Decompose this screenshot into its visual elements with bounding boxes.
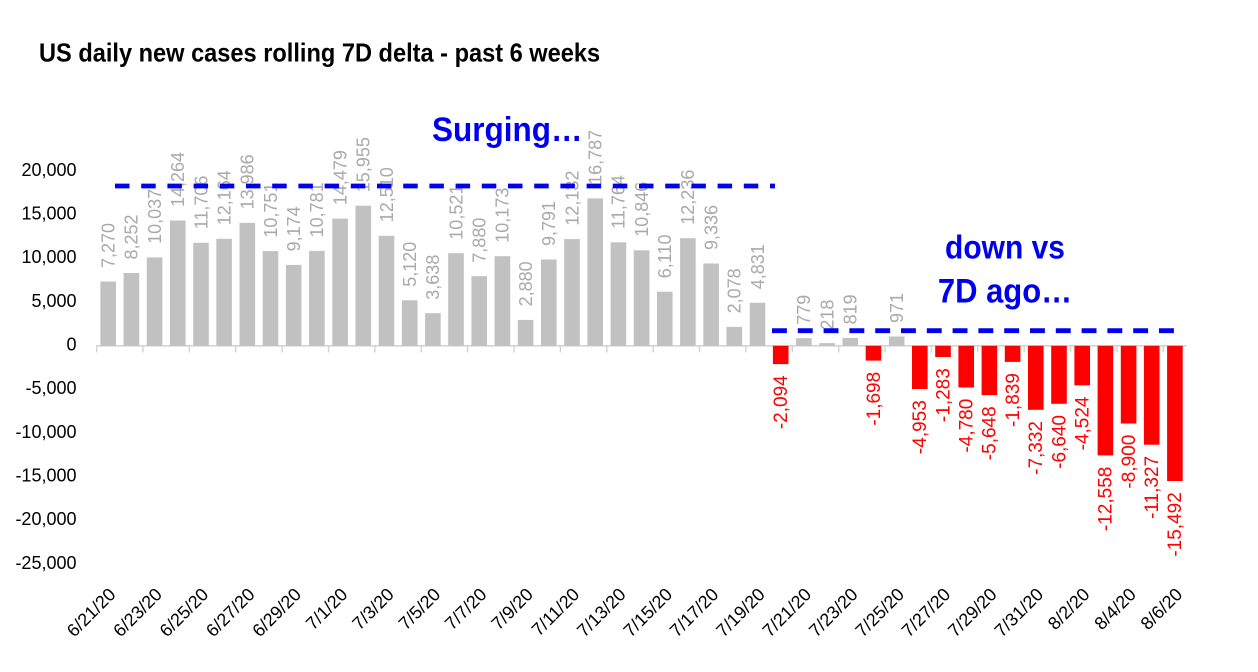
svg-text:-4,524: -4,524	[1073, 396, 1094, 450]
svg-text:971: 971	[887, 293, 907, 323]
svg-text:11,706: 11,706	[191, 176, 211, 230]
svg-text:15,955: 15,955	[354, 137, 374, 192]
svg-text:10,781: 10,781	[307, 182, 327, 237]
svg-text:218: 218	[817, 300, 837, 330]
svg-text:-4,953: -4,953	[910, 400, 931, 454]
svg-text:779: 779	[794, 295, 814, 325]
svg-text:-11,327: -11,327	[1142, 456, 1163, 519]
svg-text:9,174: 9,174	[284, 206, 304, 251]
svg-text:-4,780: -4,780	[957, 399, 978, 453]
svg-text:2,880: 2,880	[516, 261, 536, 306]
svg-text:819: 819	[841, 294, 861, 324]
svg-text:-7,332: -7,332	[1026, 421, 1047, 475]
svg-text:10,751: 10,751	[261, 183, 281, 238]
svg-text:-15,000: -15,000	[15, 465, 76, 485]
svg-text:10,173: 10,173	[493, 188, 513, 243]
svg-text:Surging…: Surging…	[432, 111, 582, 150]
svg-text:5,000: 5,000	[31, 291, 76, 311]
svg-text:14,479: 14,479	[330, 150, 350, 205]
svg-text:15,000: 15,000	[21, 204, 76, 224]
svg-text:10,037: 10,037	[145, 189, 165, 244]
svg-text:9,791: 9,791	[539, 201, 559, 246]
svg-text:-5,000: -5,000	[25, 378, 76, 398]
svg-text:10,521: 10,521	[446, 185, 466, 240]
svg-text:13,986: 13,986	[238, 154, 258, 209]
svg-text:10,846: 10,846	[632, 182, 652, 237]
svg-text:-12,558: -12,558	[1096, 467, 1117, 531]
svg-text:16,787: 16,787	[586, 130, 606, 185]
svg-text:US daily new cases rolling 7D: US daily new cases rolling 7D delta - pa…	[39, 40, 600, 68]
svg-text:11,764: 11,764	[609, 175, 629, 229]
svg-text:7,270: 7,270	[99, 223, 119, 268]
svg-text:-8,900: -8,900	[1119, 435, 1140, 489]
svg-text:-1,698: -1,698	[864, 372, 885, 426]
svg-text:14,264: 14,264	[168, 152, 188, 207]
svg-text:-15,492: -15,492	[1165, 492, 1186, 556]
svg-text:6,110: 6,110	[655, 234, 675, 278]
svg-text:-20,000: -20,000	[15, 509, 76, 529]
svg-text:9,336: 9,336	[701, 205, 721, 250]
svg-text:10,000: 10,000	[21, 247, 76, 267]
svg-text:-2,094: -2,094	[771, 375, 792, 429]
svg-text:-25,000: -25,000	[15, 553, 76, 573]
svg-text:-1,283: -1,283	[933, 368, 954, 422]
svg-text:-1,839: -1,839	[1003, 373, 1024, 427]
svg-text:2,078: 2,078	[725, 268, 745, 313]
svg-text:8,252: 8,252	[122, 214, 142, 259]
svg-text:down vs: down vs	[945, 228, 1065, 266]
svg-text:5,120: 5,120	[400, 242, 420, 287]
svg-text:7D ago…: 7D ago…	[938, 272, 1072, 310]
svg-text:20,000: 20,000	[21, 160, 76, 180]
svg-text:0: 0	[66, 335, 76, 355]
svg-text:12,510: 12,510	[377, 167, 397, 222]
svg-text:-5,648: -5,648	[980, 406, 1001, 460]
svg-text:12,236: 12,236	[678, 170, 698, 225]
svg-text:7,880: 7,880	[470, 218, 490, 263]
svg-text:4,831: 4,831	[748, 244, 768, 289]
svg-text:12,132: 12,132	[562, 171, 582, 226]
svg-text:3,638: 3,638	[423, 255, 443, 300]
svg-text:-6,640: -6,640	[1049, 415, 1070, 469]
svg-text:12,164: 12,164	[214, 170, 234, 225]
svg-text:-10,000: -10,000	[15, 422, 76, 442]
